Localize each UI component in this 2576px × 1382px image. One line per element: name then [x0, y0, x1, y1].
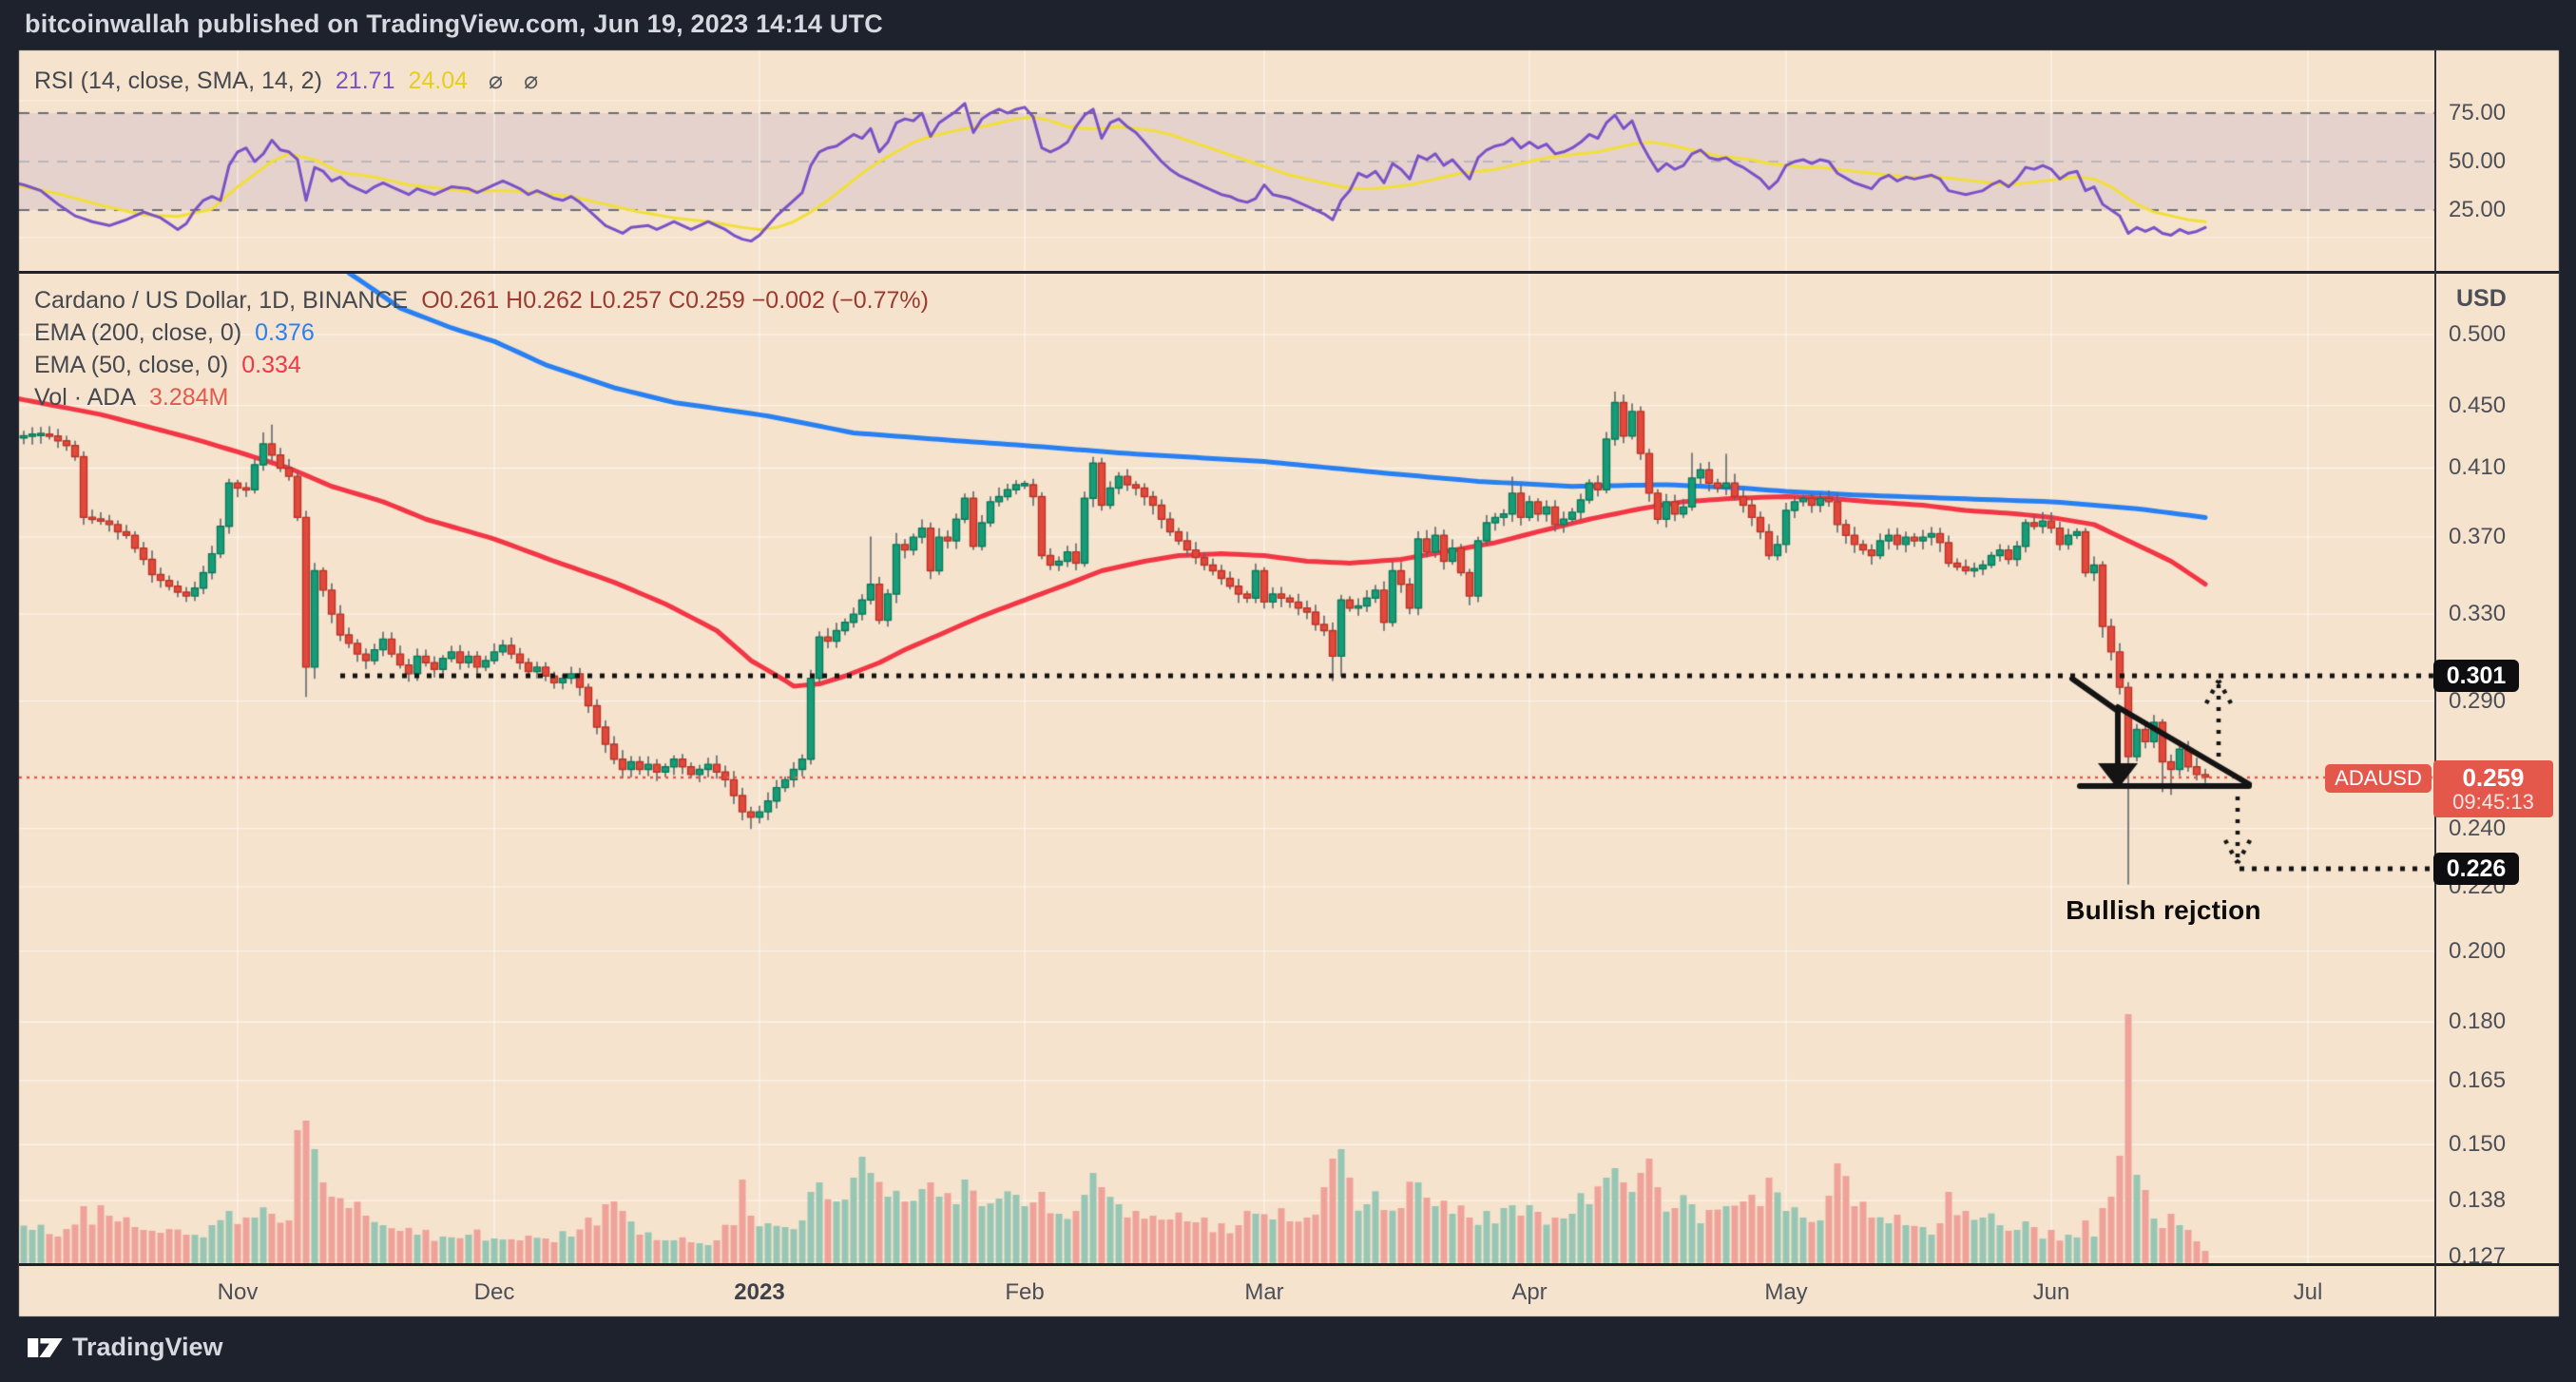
rsi-tick-label: 25.00 [2449, 197, 2507, 222]
time-axis-label: Feb [1005, 1279, 1045, 1305]
volume-legend[interactable]: Vol · ADA 3.284M [34, 384, 228, 412]
rsi-legend-label[interactable]: RSI (14, close, SMA, 14, 2) [34, 67, 322, 94]
tradingview-logo-icon[interactable] [27, 1333, 65, 1363]
pane-separator-time-axis [19, 1263, 2559, 1266]
support-price-flag: 0.301 [2433, 660, 2519, 693]
time-axis-label: Dec [473, 1279, 515, 1305]
symbol-price-tag-text: ADAUSD [2335, 765, 2422, 790]
price-tick-label: 0.200 [2449, 937, 2507, 964]
axis-currency-label[interactable]: USD [2456, 285, 2507, 312]
price-tick-label: 0.370 [2449, 524, 2507, 550]
volume-value: 3.284M [149, 384, 229, 411]
target-price-flag-text: 0.226 [2446, 854, 2507, 882]
ema200-value: 0.376 [255, 319, 315, 346]
price-tick-label: 0.330 [2449, 601, 2507, 627]
rsi-tick-label: 50.00 [2449, 148, 2507, 174]
ema200-legend[interactable]: EMA (200, close, 0) 0.376 [34, 319, 315, 347]
rsi-hide-icon[interactable]: ⌀ [489, 67, 504, 94]
price-tick-label: 0.138 [2449, 1187, 2507, 1214]
price-tick-label: 0.240 [2449, 815, 2507, 841]
bar-countdown: 09:45:13 [2452, 789, 2534, 814]
symbol-legend[interactable]: Cardano / US Dollar, 1D, BINANCE O0.261 … [34, 287, 929, 315]
ema50-legend-label[interactable]: EMA (50, close, 0) [34, 352, 229, 378]
volume-legend-label[interactable]: Vol · ADA [34, 384, 136, 411]
pane-separator-rsi-main[interactable] [19, 271, 2559, 274]
rsi-legend[interactable]: RSI (14, close, SMA, 14, 2) 21.71 24.04 … [34, 67, 538, 95]
price-tick-label: 0.150 [2449, 1131, 2507, 1158]
support-price-flag-text: 0.301 [2446, 662, 2507, 689]
time-axis-label: Nov [217, 1279, 259, 1305]
last-price-text: 0.259 [2462, 762, 2525, 792]
time-axis-label: 2023 [734, 1279, 785, 1305]
ohlc-values: O0.261 H0.262 L0.257 C0.259 −0.002 (−0.7… [421, 287, 929, 314]
ema50-legend[interactable]: EMA (50, close, 0) 0.334 [34, 352, 301, 379]
rsi-value: 21.71 [335, 67, 395, 94]
rsi-tick-label: 75.00 [2449, 100, 2507, 125]
ema50-value: 0.334 [241, 352, 301, 378]
time-axis-label: Jun [2032, 1279, 2070, 1305]
rsi-sma-value: 24.04 [408, 67, 469, 94]
symbol-legend-label[interactable]: Cardano / US Dollar, 1D, BINANCE [34, 287, 409, 314]
time-axis-label: Jul [2293, 1279, 2323, 1305]
ema200-legend-label[interactable]: EMA (200, close, 0) [34, 319, 242, 346]
symbol-price-tag: ADAUSD [2325, 763, 2432, 793]
last-price-flag: 0.259 09:45:13 [2433, 759, 2553, 817]
time-axis-label: Apr [1511, 1279, 1548, 1305]
price-tick-label: 0.165 [2449, 1066, 2507, 1093]
tradingview-brand[interactable]: TradingView [72, 1333, 223, 1361]
chart-annotation-text[interactable]: Bullish rejction [2066, 895, 2261, 925]
price-tick-label: 0.410 [2449, 454, 2507, 481]
snapshot-title: bitcoinwallah published on TradingView.c… [25, 10, 883, 38]
price-tick-label: 0.127 [2449, 1243, 2507, 1270]
time-axis-label: Mar [1244, 1279, 1284, 1305]
price-tick-label: 0.290 [2449, 687, 2507, 714]
time-axis-label: May [1764, 1279, 1808, 1305]
target-price-flag: 0.226 [2433, 853, 2519, 886]
price-tick-label: 0.450 [2449, 392, 2507, 418]
rsi-settings-icon[interactable]: ⌀ [524, 67, 539, 94]
price-tick-label: 0.500 [2449, 321, 2507, 347]
price-tick-label: 0.180 [2449, 1008, 2507, 1035]
